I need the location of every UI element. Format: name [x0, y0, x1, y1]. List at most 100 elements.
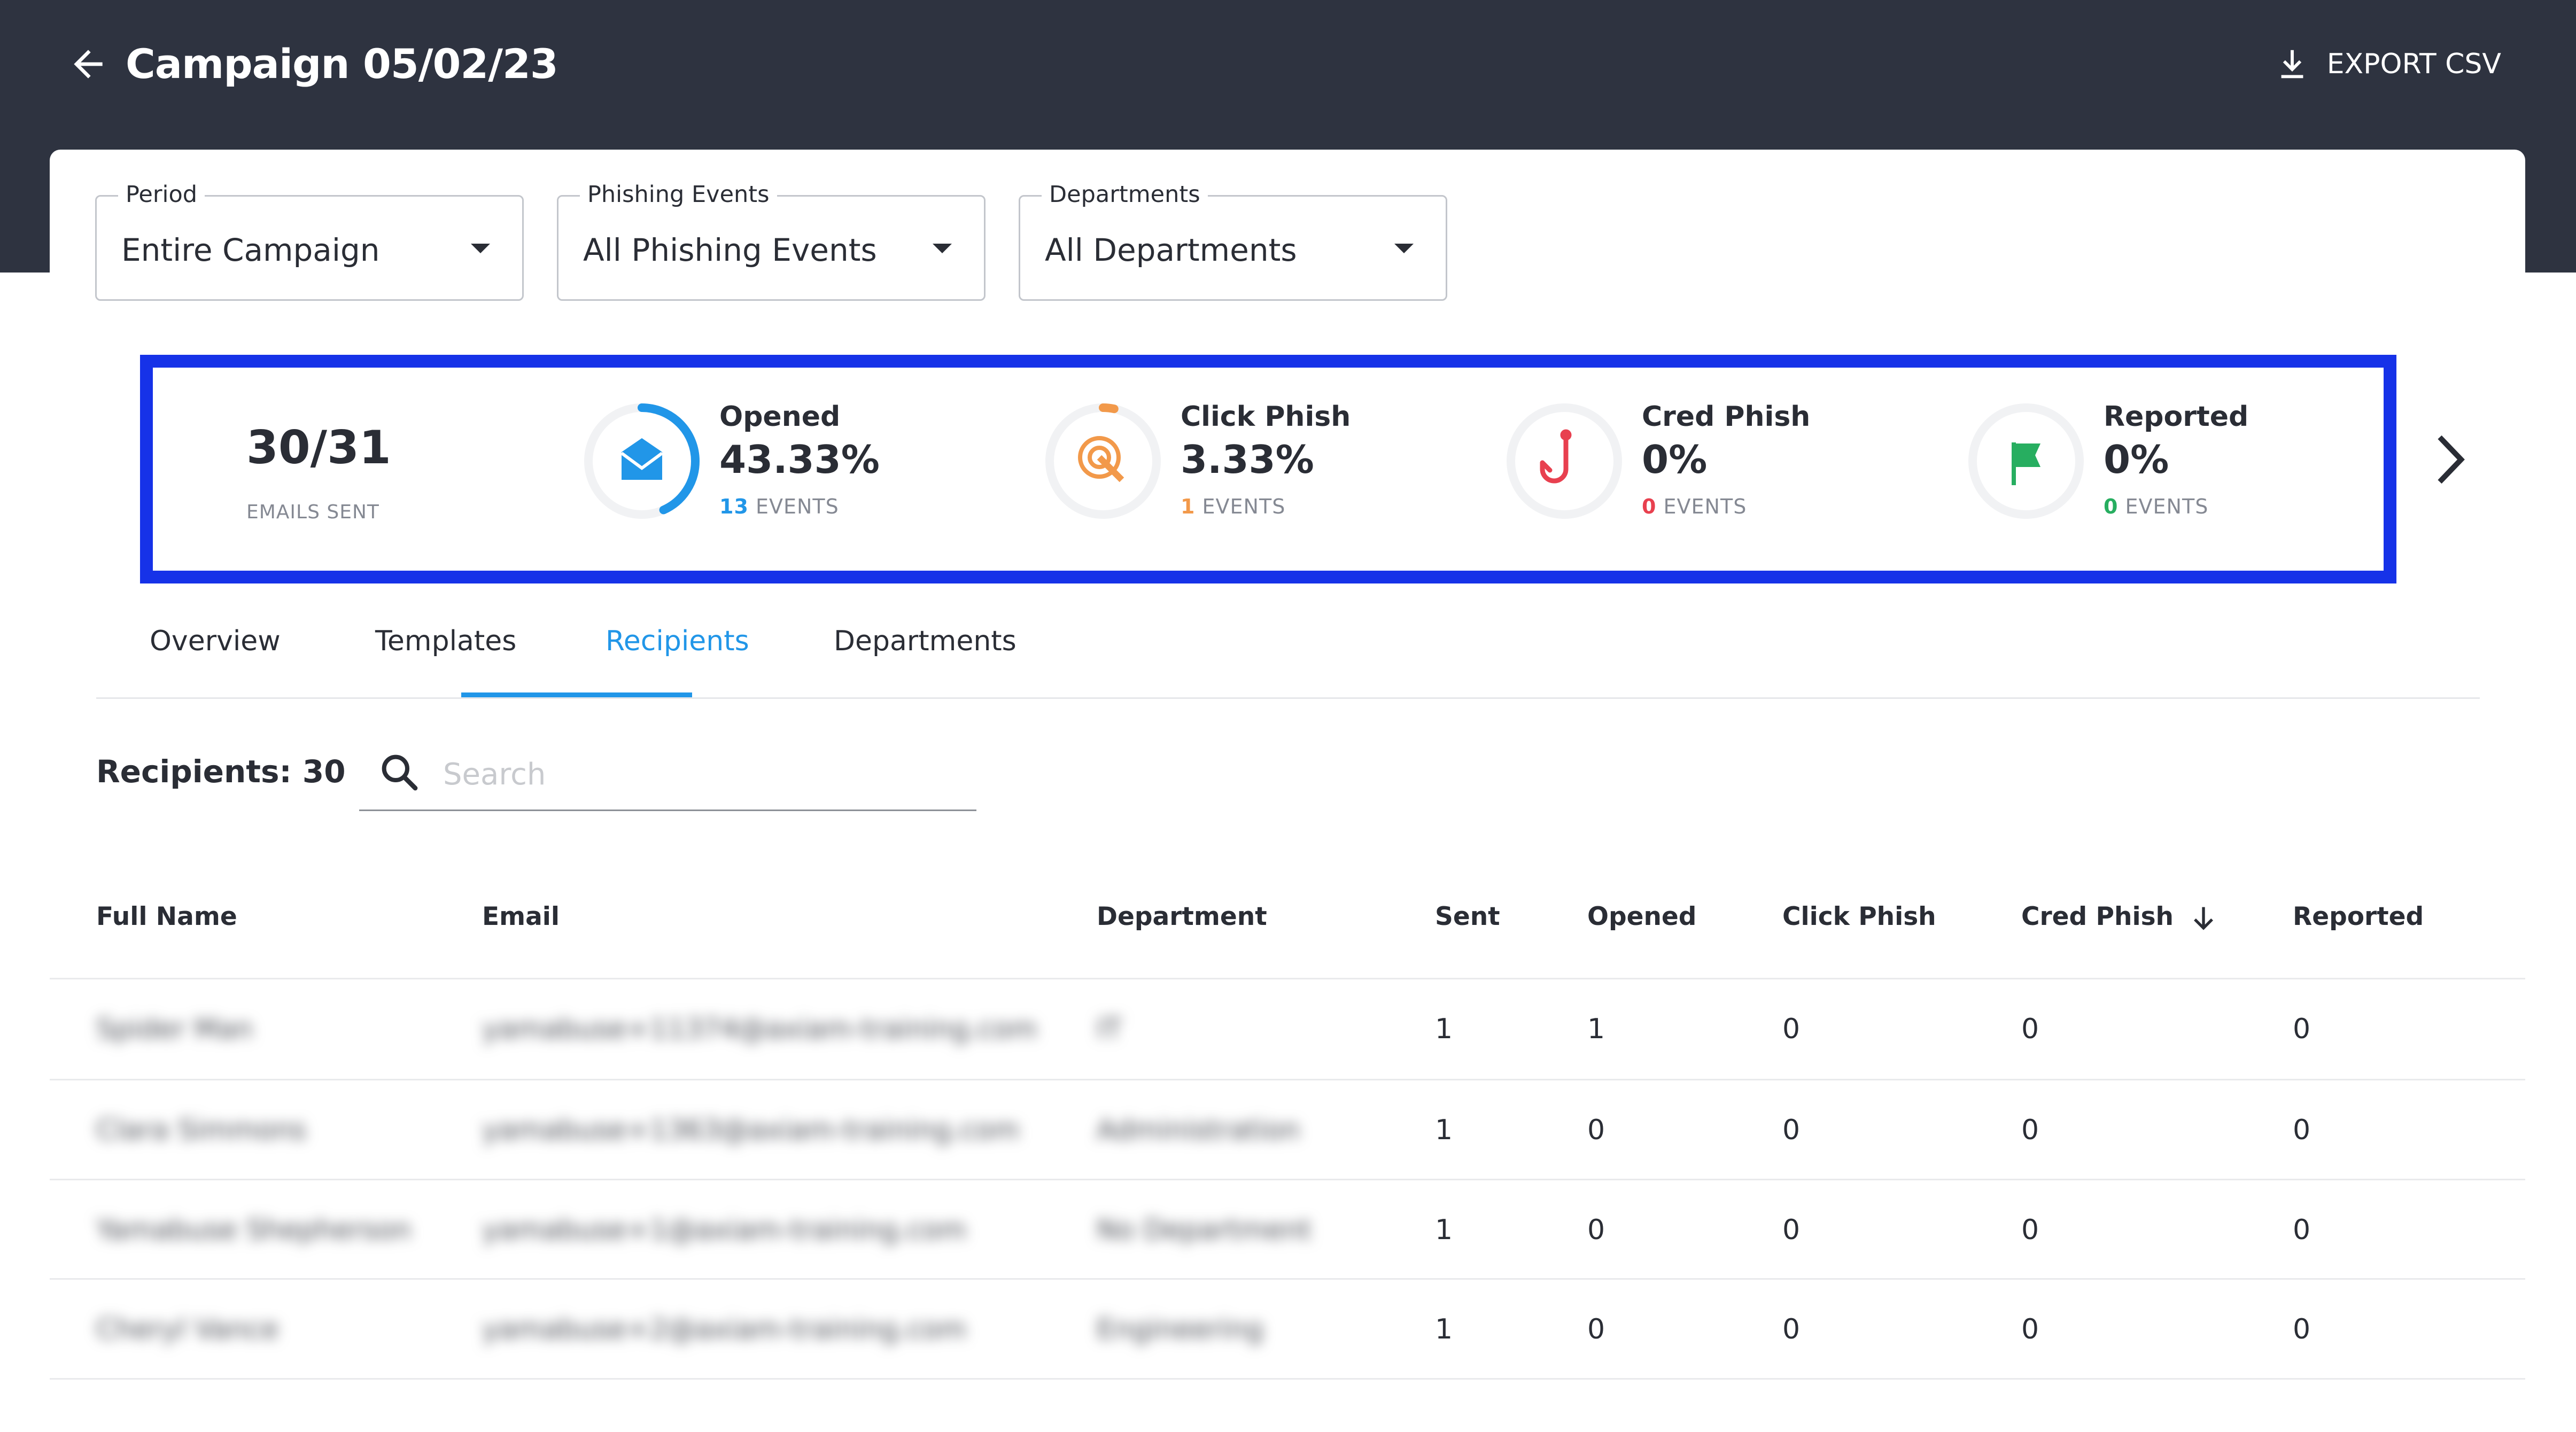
- departments-value: All Departments: [1045, 232, 1297, 268]
- sort-down-icon: [2194, 907, 2214, 930]
- cell-click-phish: 0: [1782, 1313, 1801, 1345]
- tab-recipients[interactable]: Recipients: [606, 625, 749, 657]
- caret-down-icon: [471, 244, 490, 253]
- phishing-events-value: All Phishing Events: [583, 232, 877, 268]
- export-csv-button[interactable]: EXPORT CSV: [2274, 43, 2501, 85]
- phishing-events-dropdown[interactable]: Phishing Events All Phishing Events: [557, 178, 986, 301]
- table-row[interactable]: Clara Simmons yamabuse+1363@axiam-traini…: [50, 1080, 2525, 1180]
- export-csv-label: EXPORT CSV: [2326, 48, 2501, 80]
- cred-phish-events: 0 EVENTS: [1642, 495, 1747, 518]
- row-divider: [50, 1378, 2525, 1380]
- cell-opened: 0: [1587, 1214, 1605, 1246]
- cell-click-phish: 0: [1782, 1114, 1801, 1146]
- cell-cred-phish: 0: [2021, 1013, 2039, 1045]
- search-input[interactable]: [442, 750, 952, 799]
- cell-sent: 1: [1435, 1013, 1453, 1045]
- header-email[interactable]: Email: [482, 902, 560, 931]
- tab-templates[interactable]: Templates: [375, 625, 517, 657]
- tab-overview[interactable]: Overview: [150, 625, 281, 657]
- cell-opened: 1: [1587, 1013, 1605, 1045]
- click-phish-title: Click Phish: [1181, 401, 1351, 433]
- cell-department: Administration: [1097, 1114, 1300, 1146]
- cell-cred-phish: 0: [2021, 1114, 2039, 1146]
- cell-reported: 0: [2293, 1313, 2311, 1345]
- cell-sent: 1: [1435, 1214, 1453, 1246]
- header-opened[interactable]: Opened: [1587, 902, 1697, 931]
- header-full-name[interactable]: Full Name: [96, 902, 237, 931]
- table-row[interactable]: Cheryl Vance yamabuse+2@axiam-training.c…: [50, 1280, 2525, 1379]
- caret-down-icon: [1394, 244, 1414, 253]
- click-phish-percent: 3.33%: [1181, 437, 1314, 482]
- download-icon: [2281, 50, 2303, 79]
- stats-summary: 30/31 EMAILS SENT Opened 43.33% 13 EVENT…: [140, 355, 2396, 583]
- cred-phish-events-unit: EVENTS: [1663, 495, 1747, 518]
- cursor-click-icon: [1078, 436, 1124, 482]
- tab-departments[interactable]: Departments: [834, 625, 1017, 657]
- cell-opened: 0: [1587, 1313, 1605, 1345]
- opened-title: Opened: [719, 401, 841, 433]
- cell-full-name: Cheryl Vance: [96, 1313, 279, 1345]
- reported-events: 0 EVENTS: [2104, 495, 2208, 518]
- cell-email: yamabuse+1@axiam-training.com: [482, 1214, 967, 1246]
- emails-sent-label: EMAILS SENT: [246, 501, 379, 523]
- row-divider: [50, 1179, 2525, 1180]
- fish-hook-icon: [1540, 429, 1572, 484]
- opened-events-count: 13: [719, 495, 749, 518]
- departments-dropdown[interactable]: Departments All Departments: [1019, 178, 1447, 301]
- cell-click-phish: 0: [1782, 1013, 1801, 1045]
- caret-down-icon: [933, 244, 952, 253]
- opened-stat: Opened 43.33% 13 EVENTS: [580, 368, 1040, 571]
- opened-ring: [584, 403, 700, 519]
- row-divider: [50, 1079, 2525, 1080]
- opened-percent: 43.33%: [719, 437, 880, 482]
- cell-email: yamabuse+1363@axiam-training.com: [482, 1114, 1020, 1146]
- back-arrow-icon[interactable]: [67, 43, 110, 85]
- period-dropdown[interactable]: Period Entire Campaign: [95, 178, 524, 301]
- phishing-events-label: Phishing Events: [580, 178, 777, 211]
- header-cred-phish[interactable]: Cred Phish: [2021, 902, 2215, 932]
- reported-percent: 0%: [2104, 437, 2169, 482]
- click-phish-events-count: 1: [1181, 495, 1196, 518]
- cell-email: yamabuse+2@axiam-training.com: [482, 1313, 967, 1345]
- cred-phish-title: Cred Phish: [1642, 401, 1811, 433]
- chevron-right-icon[interactable]: [2429, 430, 2472, 489]
- page-title: Campaign 05/02/23: [126, 40, 558, 88]
- opened-events: 13 EVENTS: [719, 495, 839, 518]
- reported-title: Reported: [2104, 401, 2249, 433]
- header-sent[interactable]: Sent: [1435, 902, 1500, 931]
- reported-ring: [1968, 403, 2084, 519]
- click-phish-stat: Click Phish 3.33% 1 EVENTS: [1042, 368, 1501, 571]
- cred-phish-percent: 0%: [1642, 437, 1708, 482]
- cell-sent: 1: [1435, 1313, 1453, 1345]
- cell-department: No Department: [1097, 1214, 1312, 1246]
- cell-sent: 1: [1435, 1114, 1453, 1146]
- active-tab-indicator: [461, 692, 692, 697]
- tab-bar: Overview Templates Recipients Department…: [96, 572, 2480, 699]
- reported-events-count: 0: [2104, 495, 2119, 518]
- cell-click-phish: 0: [1782, 1214, 1801, 1246]
- cred-phish-events-count: 0: [1642, 495, 1657, 518]
- emails-sent-stat: 30/31 EMAILS SENT: [153, 368, 580, 571]
- cell-full-name: Spider Man: [96, 1013, 253, 1045]
- cell-full-name: Clara Simmons: [96, 1114, 307, 1146]
- opened-events-unit: EVENTS: [755, 495, 839, 518]
- table-row[interactable]: Spider Man yamabuse+11374@axiam-training…: [50, 979, 2525, 1079]
- search-icon: [382, 754, 418, 791]
- cell-reported: 0: [2293, 1214, 2311, 1246]
- cell-department: Engineering: [1097, 1313, 1263, 1345]
- header-click-phish[interactable]: Click Phish: [1782, 902, 1936, 931]
- envelope-open-icon: [620, 438, 663, 480]
- header-cred-phish-label: Cred Phish: [2021, 902, 2174, 931]
- cell-department: IT: [1097, 1013, 1122, 1045]
- header-reported[interactable]: Reported: [2293, 902, 2424, 931]
- flag-icon: [2012, 442, 2040, 485]
- click-phish-ring: [1045, 403, 1161, 519]
- header-department[interactable]: Department: [1097, 902, 1267, 931]
- table-row[interactable]: Yamabuse Shepherson yamabuse+1@axiam-tra…: [50, 1180, 2525, 1280]
- cred-phish-ring: [1507, 403, 1622, 519]
- search-box: [359, 740, 976, 811]
- row-divider: [50, 978, 2525, 979]
- reported-events-unit: EVENTS: [2125, 495, 2209, 518]
- click-phish-events: 1 EVENTS: [1181, 495, 1285, 518]
- period-value: Entire Campaign: [121, 232, 380, 268]
